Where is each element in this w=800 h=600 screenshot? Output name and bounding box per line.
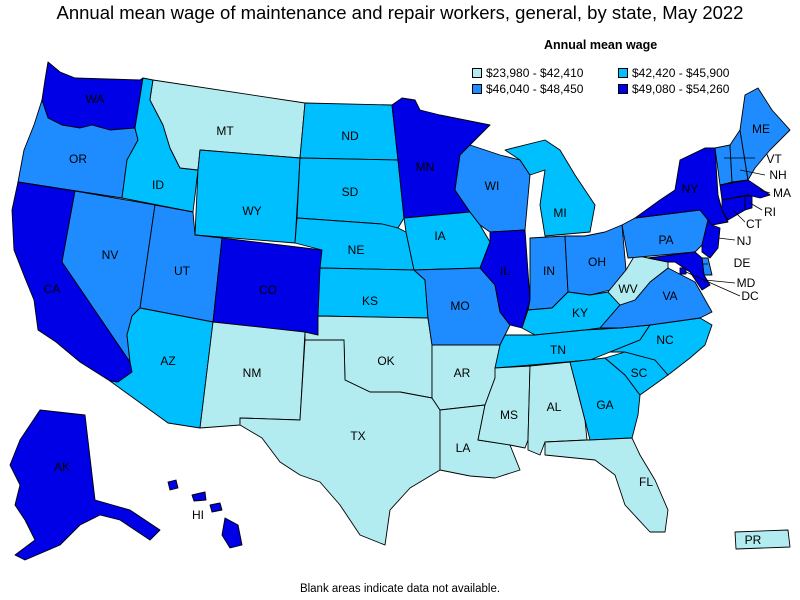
state-label-va: VA bbox=[662, 289, 677, 303]
legend-label-2: $42,420 - $45,900 bbox=[632, 66, 730, 80]
state-label-ne: NE bbox=[348, 243, 365, 257]
state-label-or: OR bbox=[69, 152, 87, 166]
state-label-nd: ND bbox=[341, 129, 359, 143]
legend-swatch-3 bbox=[472, 84, 482, 94]
state-wy[interactable] bbox=[194, 149, 301, 244]
state-label-wy: WY bbox=[242, 204, 261, 218]
leader-md bbox=[704, 279, 736, 284]
state-wv[interactable] bbox=[607, 254, 669, 306]
state-label-mi: MI bbox=[553, 206, 566, 220]
state-label-in: IN bbox=[543, 264, 555, 278]
state-me[interactable] bbox=[739, 87, 791, 181]
legend-title: Annual mean wage bbox=[544, 38, 658, 52]
legend-item-4: $49,080 - $54,260 bbox=[618, 82, 729, 96]
state-label-de: DE bbox=[734, 256, 751, 270]
state-label-az: AZ bbox=[160, 354, 175, 368]
state-label-hi: HI bbox=[192, 508, 204, 522]
state-ks[interactable] bbox=[317, 267, 429, 319]
state-label-la: LA bbox=[456, 441, 471, 455]
state-hi[interactable] bbox=[167, 479, 243, 549]
legend-swatch-4 bbox=[618, 84, 628, 94]
state-label-ar: AR bbox=[454, 366, 471, 380]
state-label-il: IL bbox=[500, 264, 510, 278]
state-tx[interactable] bbox=[239, 339, 441, 546]
state-labels: WA OR CA NV ID MT WY UT AZ CO NM ND SD NE KS OK TX MN IA MO… bbox=[44, 92, 791, 547]
state-label-mo: MO bbox=[450, 299, 469, 313]
state-mi[interactable] bbox=[504, 139, 596, 237]
state-label-oh: OH bbox=[588, 255, 606, 269]
legend-label-3: $46,040 - $48,450 bbox=[486, 82, 584, 96]
state-label-co: CO bbox=[259, 283, 277, 297]
state-label-ri: RI bbox=[764, 205, 776, 219]
map-title: Annual mean wage of maintenance and repa… bbox=[56, 2, 744, 23]
state-label-ga: GA bbox=[596, 398, 613, 412]
state-ri[interactable] bbox=[744, 195, 753, 211]
state-label-ny: NY bbox=[682, 182, 699, 196]
state-label-nm: NM bbox=[243, 366, 262, 380]
state-label-tx: TX bbox=[350, 429, 365, 443]
state-label-ak: AK bbox=[54, 460, 70, 474]
state-label-sc: SC bbox=[631, 366, 648, 380]
state-label-nc: NC bbox=[656, 333, 674, 347]
state-label-dc: DC bbox=[741, 289, 759, 303]
legend-label-4: $49,080 - $54,260 bbox=[632, 82, 730, 96]
state-label-ks: KS bbox=[362, 294, 378, 308]
state-label-ia: IA bbox=[434, 229, 445, 243]
state-label-vt: VT bbox=[766, 152, 782, 166]
leader-dc bbox=[685, 271, 741, 297]
leader-ma bbox=[759, 189, 771, 194]
state-label-wa: WA bbox=[86, 92, 105, 106]
state-label-nh: NH bbox=[769, 168, 786, 182]
leader-ri bbox=[749, 202, 763, 211]
state-label-md: MD bbox=[737, 276, 756, 290]
state-label-al: AL bbox=[547, 400, 562, 414]
state-label-ok: OK bbox=[377, 354, 394, 368]
state-label-pa: PA bbox=[658, 233, 673, 247]
state-nj[interactable] bbox=[701, 219, 721, 259]
state-nc[interactable] bbox=[609, 317, 713, 376]
state-label-tn: TN bbox=[550, 343, 566, 357]
state-label-me: ME bbox=[752, 122, 770, 136]
legend-item-3: $46,040 - $48,450 bbox=[472, 82, 583, 96]
state-label-ms: MS bbox=[500, 408, 518, 422]
state-label-wi: WI bbox=[485, 179, 500, 193]
state-label-pr: PR bbox=[745, 533, 762, 547]
state-fl[interactable] bbox=[544, 437, 669, 533]
state-label-fl: FL bbox=[639, 475, 653, 489]
footnote: Blank areas indicate data not available. bbox=[299, 583, 501, 595]
state-ak[interactable] bbox=[9, 409, 161, 561]
leader-ct bbox=[732, 209, 746, 223]
state-label-ca: CA bbox=[44, 282, 61, 296]
legend-label-1: $23,980 - $42,410 bbox=[486, 66, 584, 80]
state-il[interactable] bbox=[479, 229, 531, 329]
state-vt[interactable] bbox=[714, 144, 733, 186]
state-label-mt: MT bbox=[216, 124, 234, 138]
state-dc[interactable] bbox=[679, 267, 687, 275]
state-label-ut: UT bbox=[174, 264, 191, 278]
state-label-nj: NJ bbox=[737, 234, 752, 248]
state-label-sd: SD bbox=[342, 185, 359, 199]
legend-item-1: $23,980 - $42,410 bbox=[472, 66, 583, 80]
state-md[interactable] bbox=[647, 251, 711, 291]
legend-swatch-1 bbox=[472, 68, 482, 78]
legend-swatch-2 bbox=[618, 68, 628, 78]
state-label-nv: NV bbox=[102, 248, 119, 262]
state-label-ma: MA bbox=[773, 186, 791, 200]
state-label-wv: WV bbox=[618, 282, 637, 296]
leader-nj bbox=[717, 237, 736, 241]
state-pr[interactable] bbox=[734, 529, 791, 550]
state-label-ky: KY bbox=[572, 306, 588, 320]
state-label-id: ID bbox=[152, 178, 164, 192]
legend-item-2: $42,420 - $45,900 bbox=[618, 66, 729, 80]
state-ct[interactable] bbox=[721, 195, 746, 221]
state-mn[interactable] bbox=[391, 97, 491, 219]
state-label-ct: CT bbox=[746, 217, 763, 231]
leader-nh bbox=[739, 169, 766, 176]
state-label-mn: MN bbox=[416, 160, 435, 174]
